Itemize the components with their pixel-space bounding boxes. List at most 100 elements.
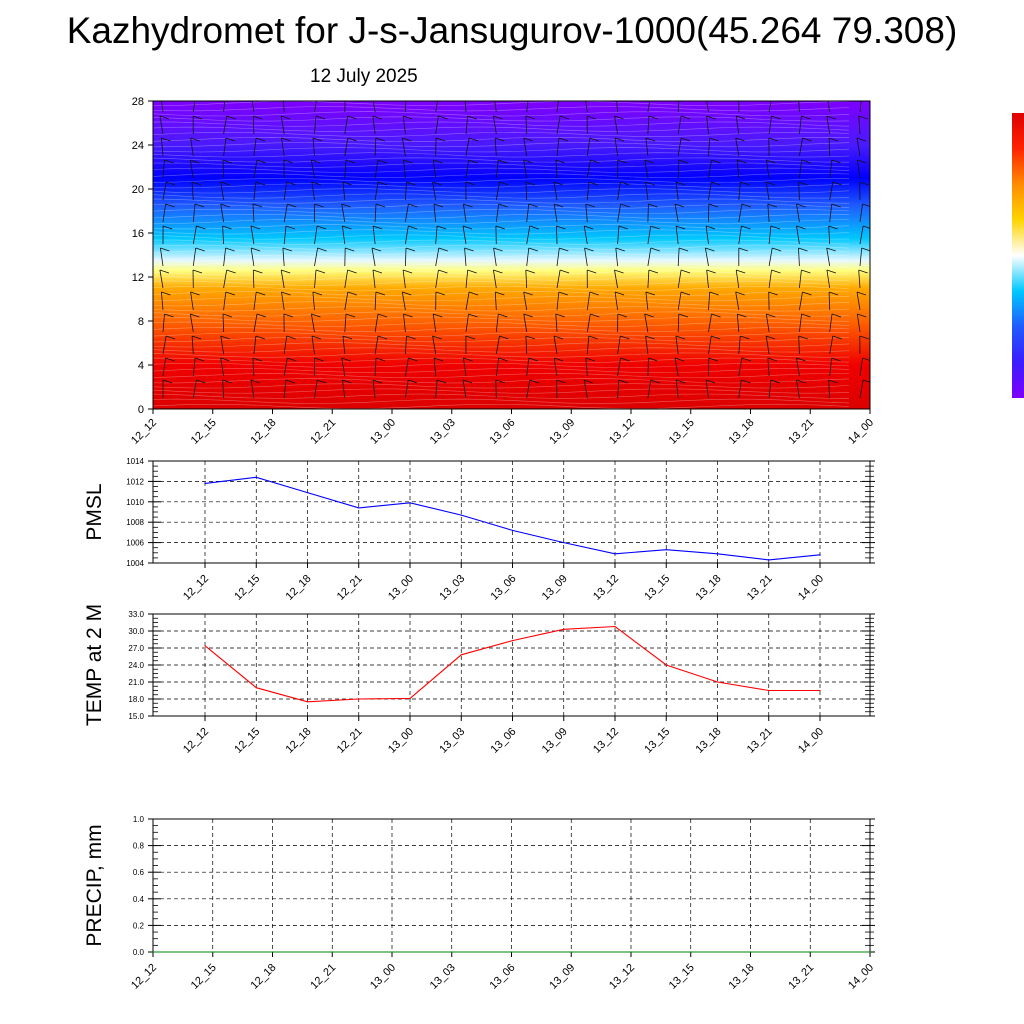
wind-barb-flag (741, 357, 752, 362)
wind-barb (314, 225, 318, 245)
contour-line (153, 162, 850, 168)
x-tick-label: 12_21 (335, 726, 365, 756)
wind-barb (372, 225, 376, 245)
contour-line (153, 321, 850, 327)
contour-line (153, 172, 850, 178)
wind-barb (614, 291, 618, 311)
data-point (511, 640, 514, 642)
y-tick-label: 1010 (126, 498, 144, 507)
heatmap-y-tick-label: 0 (138, 404, 144, 416)
wind-barb (645, 181, 649, 201)
wind-barb (768, 379, 772, 399)
wind-barb-flag (432, 335, 442, 340)
wind-barb (525, 115, 528, 135)
wind-barb-flag (711, 313, 721, 318)
wind-barb-flag (439, 94, 448, 97)
wind-barb-flag (165, 203, 175, 208)
wind-barb (798, 101, 800, 113)
wind-barb-flag (674, 203, 685, 208)
wind-barb (463, 203, 467, 223)
wind-barb-flag (252, 203, 263, 208)
wind-barb (556, 269, 561, 289)
wind-barb-flag (377, 181, 388, 186)
heatmap-x-tick-label: 13_09 (547, 417, 577, 447)
wind-barb (462, 379, 467, 399)
wind-barb-flag (796, 379, 806, 384)
wind-barb (403, 313, 406, 333)
wind-barb-flag (614, 137, 625, 142)
wind-barb-flag (220, 357, 230, 362)
wind-barb-flag (528, 357, 538, 362)
wind-barb-flag (464, 247, 474, 252)
wind-barb (223, 247, 226, 267)
wind-barb (526, 101, 529, 113)
heatmap-x-tick-label: 12_12 (129, 417, 159, 447)
wind-barb-flag (372, 379, 383, 384)
wind-barb (828, 225, 831, 245)
wind-barb (374, 313, 379, 333)
wind-barb (435, 101, 439, 113)
wind-barb-flag (342, 225, 352, 230)
wind-barb (282, 247, 285, 267)
wind-barb-flag (406, 335, 416, 340)
y-axis-label: PMSL (83, 483, 106, 540)
wind-barb-flag (648, 357, 658, 362)
y-axis-label: PRECIP, mm (83, 824, 106, 946)
wind-barb (192, 357, 196, 377)
contour-line (153, 106, 850, 112)
wind-barb-flag (433, 203, 444, 208)
wind-barb (556, 247, 560, 267)
wind-barb-flag (529, 225, 539, 230)
wind-barb-flag (553, 335, 564, 340)
wind-barb (585, 203, 588, 223)
contour-line (153, 296, 850, 302)
wind-barb-flag (711, 181, 721, 186)
contour-line (153, 213, 850, 220)
wind-barb (829, 335, 834, 355)
wind-barb (617, 181, 621, 201)
wind-barb (374, 159, 379, 179)
wind-barb-flag (493, 269, 503, 274)
data-point (716, 553, 719, 555)
wind-barb-flag (375, 291, 386, 296)
wind-barb-flag (554, 357, 564, 362)
wind-barb-flag (287, 203, 297, 208)
x-tick-label: 13_21 (745, 726, 775, 756)
wind-barb (283, 335, 288, 355)
heatmap-y-tick-label: 16 (132, 228, 144, 240)
panel-temp-at-2-m: 15.0 18.0 21.0 24.0 27.0 30.0 33.0 12_12 12_15 12… (83, 604, 875, 756)
wind-barb (617, 335, 621, 355)
wind-barb (162, 313, 165, 333)
wind-barb-flag (493, 247, 503, 252)
wind-barb (553, 181, 558, 201)
wind-barb (191, 181, 194, 201)
wind-barb-flag (220, 181, 230, 186)
wind-barb-flag (345, 313, 356, 318)
wind-barb-flag (281, 137, 291, 142)
wind-barb (708, 291, 711, 311)
wind-barb-flag (772, 94, 781, 97)
wind-barb-flag (529, 379, 539, 384)
data-point (152, 951, 154, 953)
wind-barb (253, 335, 257, 355)
wind-barb (647, 269, 650, 289)
wind-barb (796, 203, 800, 223)
wind-barb-flag (495, 225, 506, 230)
wind-barb (405, 203, 409, 223)
wind-barb-flag (796, 357, 806, 362)
wind-barb (706, 115, 709, 135)
wind-barb-flag (705, 225, 716, 230)
wind-barb-flag (645, 181, 655, 186)
wind-barb (401, 137, 406, 157)
heatmap-x-tick-label: 13_06 (488, 417, 518, 447)
contour-line (153, 290, 850, 297)
wind-barb-flag (584, 225, 594, 230)
y-tick-label: 1012 (126, 477, 144, 486)
x-tick-label: 13_12 (591, 573, 621, 603)
wind-barb (465, 159, 469, 179)
wind-barb-flag (802, 291, 812, 296)
wind-barb-flag (678, 313, 688, 318)
y-tick-label: 0.6 (133, 868, 145, 877)
wind-barb-flag (862, 203, 870, 207)
y-tick-label: 27.0 (128, 644, 144, 653)
